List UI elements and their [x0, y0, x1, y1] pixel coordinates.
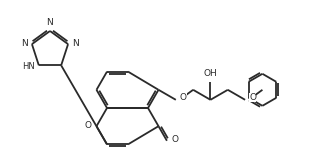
- Text: N: N: [72, 39, 79, 48]
- Text: N: N: [21, 39, 28, 48]
- Text: O: O: [172, 135, 179, 144]
- Text: HN: HN: [22, 62, 35, 71]
- Text: O: O: [180, 93, 187, 102]
- Text: O: O: [84, 121, 91, 130]
- Text: OH: OH: [203, 69, 217, 78]
- Text: N: N: [46, 18, 53, 27]
- Text: O: O: [249, 93, 256, 102]
